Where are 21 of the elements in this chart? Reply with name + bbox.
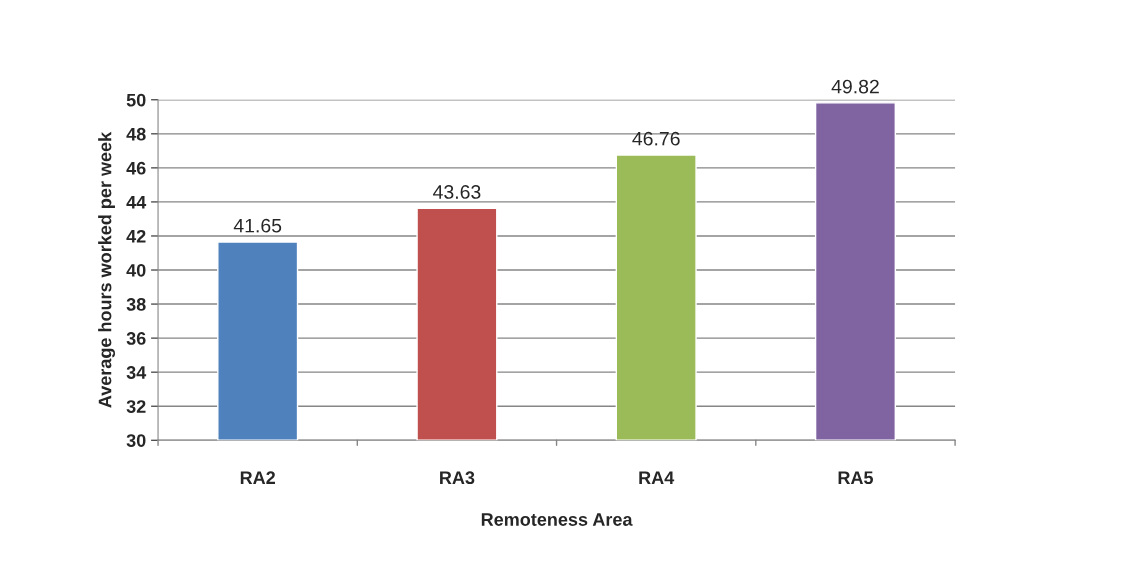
y-tick-label: 48 xyxy=(126,127,146,141)
y-tick-label: 42 xyxy=(126,229,146,243)
y-tick-label: 30 xyxy=(126,434,146,447)
y-tick-label: 40 xyxy=(126,263,146,277)
y-axis-title: Average hours worked per week xyxy=(98,131,116,408)
data-label: 41.65 xyxy=(233,218,282,233)
data-label: 49.82 xyxy=(831,79,879,94)
x-tick-label: RA4 xyxy=(639,471,675,484)
x-tick-label: RA3 xyxy=(440,471,475,485)
y-tick-label: 44 xyxy=(126,196,147,209)
y-tick-label: 32 xyxy=(126,400,146,413)
y-tick-label: 34 xyxy=(126,366,147,379)
y-tick-label: 38 xyxy=(126,298,146,311)
y-tick-label: 46 xyxy=(126,161,146,175)
x-tick-label: RA2 xyxy=(240,471,276,484)
x-tick-label: RA5 xyxy=(838,471,874,485)
data-label: 46.76 xyxy=(632,131,680,146)
data-label: 43.63 xyxy=(433,185,481,199)
y-tick-label: 36 xyxy=(126,332,146,345)
y-tick-label: 50 xyxy=(126,93,146,107)
x-axis-title: Remoteness Area xyxy=(481,513,633,526)
